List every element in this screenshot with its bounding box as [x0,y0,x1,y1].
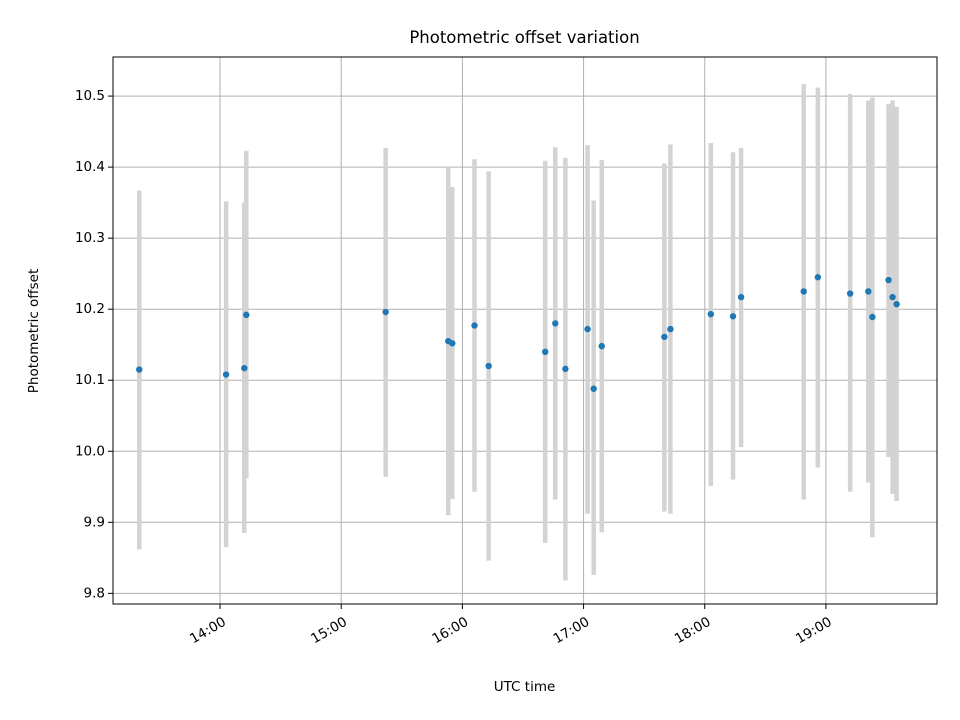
data-point [889,293,896,301]
data-point [737,293,745,301]
plot-area-frame [112,56,938,605]
data-point [885,276,892,284]
data-point [893,301,900,308]
data-point [846,290,854,297]
data-point [584,325,591,333]
grid [113,57,937,604]
chart-title: Photometric offset variation [409,28,639,47]
data-point [869,313,876,321]
data-point [382,308,389,316]
data-point [243,311,250,319]
data-point [661,333,668,341]
data-point [729,313,737,320]
y-axis-ticks: 9.8 9.9 10.0 10.1 10.2 10.3 10.4 10.5 [75,88,113,601]
data-point [814,274,822,281]
y-tick-label: 10.5 [75,88,105,104]
data-point [136,366,143,373]
data-point [485,362,492,370]
data-point [865,288,872,295]
y-tick-label: 9.9 [84,514,105,530]
data-point [241,364,248,372]
y-tick-label: 10.3 [75,230,105,246]
data-points [136,274,900,392]
data-point [598,342,605,350]
data-point [541,348,549,356]
data-point [222,371,230,378]
data-point [800,288,807,295]
y-axis-label: Photometric offset [26,269,42,393]
data-point [552,320,559,327]
data-point [562,365,569,373]
y-tick-label: 10.0 [75,443,105,459]
y-tick-label: 9.8 [84,585,105,601]
data-point [590,385,597,392]
data-point [449,340,456,347]
data-point [471,322,478,329]
x-axis-label: UTC time [494,679,556,695]
data-point [667,325,674,333]
y-tick-label: 10.2 [75,301,105,317]
y-tick-label: 10.4 [75,159,105,175]
y-tick-label: 10.1 [75,372,105,388]
data-point [707,310,715,318]
